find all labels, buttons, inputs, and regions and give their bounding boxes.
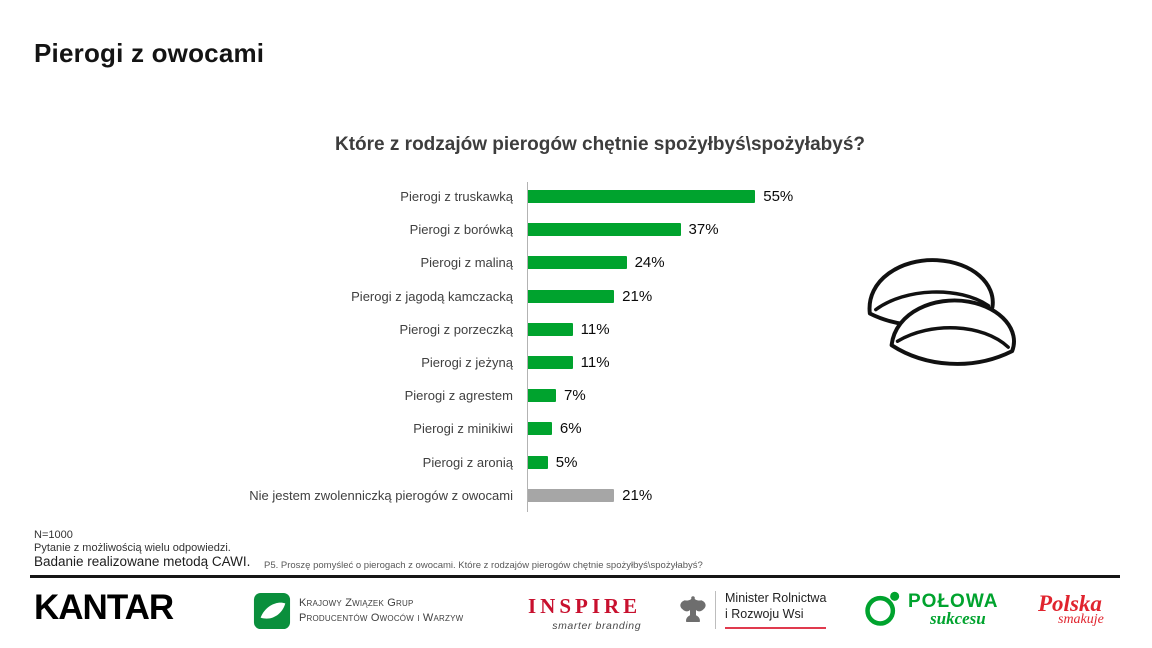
bar-track: 7% xyxy=(527,387,586,404)
polowa-logo-text: POŁOWA sukcesu xyxy=(908,592,998,627)
bar-track: 11% xyxy=(527,321,610,338)
ministry-red-underline xyxy=(725,626,827,629)
bar-value-label: 11% xyxy=(580,320,610,338)
bar xyxy=(527,322,573,336)
kzgp-logo-text: Krajowy Związek Grup Producentów Owoców … xyxy=(299,596,463,626)
bar xyxy=(527,422,552,436)
bar-category-label: Pierogi z maliną xyxy=(420,255,514,271)
kzgp-logo: Krajowy Związek Grup Producentów Owoców … xyxy=(253,592,463,630)
bar xyxy=(527,190,756,204)
footnote-sample-size: N=1000 xyxy=(34,529,73,541)
inspire-logo-sub: smarter branding xyxy=(552,620,642,632)
bar-row: Pierogi z aronią 5% xyxy=(30,446,810,479)
bar-category-label: Pierogi z jagodą kamczacką xyxy=(351,288,513,304)
bar-chart: Pierogi z truskawką 55% Pierogi z borówką 3… xyxy=(30,180,810,512)
chart-title: Które z rodzajów pierogów chętnie spożył… xyxy=(335,134,865,155)
footnote-method: Badanie realizowane metodą CAWI. xyxy=(34,554,251,569)
polowa-line2: sukcesu xyxy=(930,608,986,628)
bar-category-label: Pierogi z minikiwi xyxy=(413,421,513,437)
polska-line1: Polska xyxy=(1038,591,1102,616)
bar xyxy=(527,223,681,237)
polska-line2: smakuje xyxy=(1058,612,1104,627)
bar-row: Pierogi z agrestem 7% xyxy=(30,379,810,412)
pierogi-icon xyxy=(867,258,1016,366)
polowa-sukcesu-logo: POŁOWA sukcesu xyxy=(863,590,998,628)
bar-row: Nie jestem zwolenniczką pierogów z owoca… xyxy=(30,479,810,512)
kantar-logo: KANTAR xyxy=(34,588,174,627)
bar-category-label: Pierogi z borówką xyxy=(409,222,513,238)
bar-value-label: 6% xyxy=(559,420,582,438)
bar-track: 24% xyxy=(527,254,665,271)
bar-category-label: Pierogi z truskawką xyxy=(400,189,513,205)
bar-track: 37% xyxy=(527,221,719,238)
polowa-logo-icon xyxy=(865,591,900,626)
bar-category-label: Pierogi z aronią xyxy=(422,454,513,470)
bar xyxy=(527,356,573,370)
bar-value-label: 55% xyxy=(763,188,794,206)
bar-category-label: Pierogi z agrestem xyxy=(404,388,513,404)
bar-row: Pierogi z maliną 24% xyxy=(30,246,810,279)
bar xyxy=(527,455,548,469)
pierogi-illustration xyxy=(856,250,1024,389)
bar-row: Pierogi z porzeczką 11% xyxy=(30,313,810,346)
bar-track: 11% xyxy=(527,354,610,371)
inspire-logo-word: INSPIRE xyxy=(528,594,642,618)
bar-value-label: 21% xyxy=(622,287,653,305)
ministry-logo: Minister Rolnictwa i Rozwoju Wsi xyxy=(678,590,827,629)
bar xyxy=(527,289,615,303)
bar-track: 21% xyxy=(527,487,652,504)
ministry-logo-divider xyxy=(715,590,716,629)
bar-row: Pierogi z truskawką 55% xyxy=(30,180,810,213)
eagle-emblem-icon xyxy=(680,595,706,622)
inspire-logo: INSPIRE smarter branding xyxy=(528,594,641,632)
bar xyxy=(527,256,627,270)
bar-track: 5% xyxy=(527,454,577,471)
bar-category-label: Pierogi z porzeczką xyxy=(399,321,513,337)
bar-row: Pierogi z borówką 37% xyxy=(30,213,810,246)
polowa-line1: POŁOWA xyxy=(908,590,999,612)
bar-track: 21% xyxy=(527,288,652,305)
bar-value-label: 37% xyxy=(688,221,719,239)
bar-row: Pierogi z minikiwi 6% xyxy=(30,412,810,445)
bar-track: 6% xyxy=(527,420,582,437)
ministry-line2: i Rozwoju Wsi xyxy=(725,607,804,622)
bar-value-label: 24% xyxy=(634,254,665,272)
bar xyxy=(527,389,557,403)
bar-value-label: 11% xyxy=(580,354,610,372)
kzgp-line1: Krajowy Związek Grup xyxy=(299,597,414,610)
bar-category-label: Nie jestem zwolenniczką pierogów z owoca… xyxy=(249,487,513,503)
ministry-logo-text: Minister Rolnictwa i Rozwoju Wsi xyxy=(725,590,827,629)
polska-smakuje-logo: Polska smakuje xyxy=(1038,592,1104,627)
bar-category-label: Pierogi z jeżyną xyxy=(421,355,513,371)
bar-value-label: 7% xyxy=(564,387,586,405)
bar-row: Pierogi z jeżyną 11% xyxy=(30,346,810,379)
bar xyxy=(527,488,615,502)
kzgp-line2: Producentów Owoców i Warzyw xyxy=(299,612,464,624)
footnote-question: P5. Proszę pomyśleć o pierogach z owocam… xyxy=(264,560,703,571)
ministry-line1: Minister Rolnictwa xyxy=(725,591,827,605)
footer-divider xyxy=(30,575,1120,578)
bar-value-label: 5% xyxy=(555,453,578,471)
chart-axis-line xyxy=(527,182,528,512)
page-title: Pierogi z owocami xyxy=(34,38,265,68)
footnote-multi-answer: Pytanie z możliwością wielu odpowiedzi. xyxy=(34,542,231,554)
bar-track: 55% xyxy=(527,188,793,205)
bar-row: Pierogi z jagodą kamczacką 21% xyxy=(30,280,810,313)
bar-value-label: 21% xyxy=(622,486,653,504)
kzgp-logo-icon xyxy=(253,592,291,630)
